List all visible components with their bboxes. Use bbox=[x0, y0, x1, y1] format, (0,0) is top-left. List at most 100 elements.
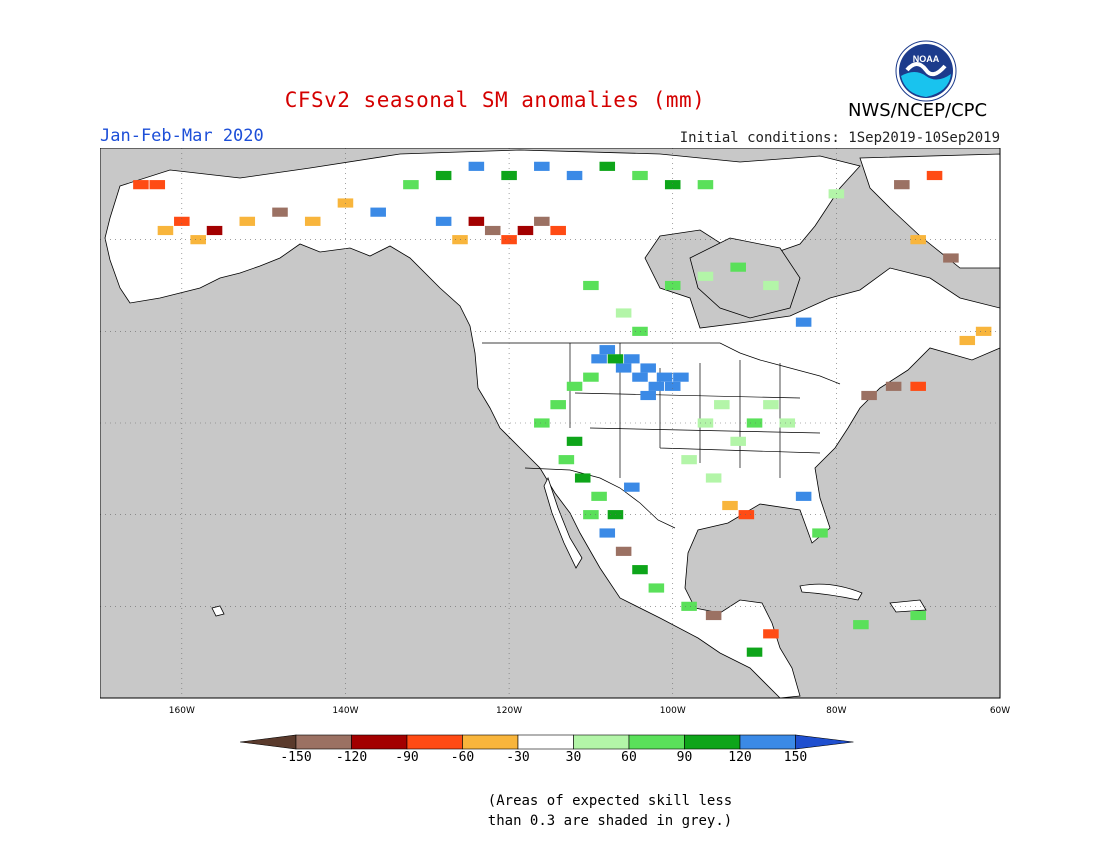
longitude-label: 120W bbox=[496, 706, 522, 713]
anomaly-cell bbox=[673, 372, 689, 382]
anomaly-cell bbox=[566, 381, 583, 391]
longitude-label: 140W bbox=[332, 706, 358, 713]
anomaly-cell bbox=[894, 180, 910, 190]
legend-swatch bbox=[684, 734, 741, 750]
anomaly-cell bbox=[746, 418, 763, 428]
hudson-bay bbox=[689, 237, 801, 319]
map-title: CFSv2 seasonal SM anomalies (mm) bbox=[284, 88, 706, 112]
anomaly-cell bbox=[133, 180, 149, 190]
anomaly-cell bbox=[640, 363, 656, 373]
anomaly-cell bbox=[574, 473, 591, 483]
legend-tick-label: 30 bbox=[565, 750, 582, 765]
anomaly-cell bbox=[730, 262, 746, 272]
anomaly-cell bbox=[763, 629, 779, 639]
anomaly-cell bbox=[591, 354, 607, 364]
anomaly-cell bbox=[583, 372, 599, 382]
anomaly-cell bbox=[648, 381, 665, 391]
legend-swatch bbox=[739, 734, 796, 750]
anomaly-cell bbox=[624, 482, 640, 492]
anomaly-cell bbox=[861, 390, 877, 401]
legend-tick-label: -30 bbox=[506, 750, 530, 765]
anomaly-cell bbox=[174, 216, 190, 226]
legend-swatch bbox=[295, 734, 352, 750]
anomaly-cell bbox=[272, 207, 288, 217]
anomaly-cell bbox=[910, 235, 926, 245]
anomaly-cell bbox=[738, 510, 755, 520]
anomaly-cell bbox=[705, 473, 722, 483]
legend-swatch bbox=[406, 734, 463, 750]
skill-note: (Areas of expected skill less than 0.3 a… bbox=[420, 791, 800, 831]
anomaly-cell bbox=[714, 400, 730, 410]
anomaly-cell bbox=[795, 491, 812, 501]
anomaly-cell bbox=[149, 180, 166, 190]
anomaly-cell bbox=[632, 565, 648, 575]
anomaly-cell bbox=[656, 372, 673, 382]
anomaly-cell bbox=[640, 390, 656, 401]
map-frame bbox=[100, 148, 1001, 699]
anomaly-cell bbox=[190, 235, 206, 245]
anomaly-cell bbox=[795, 317, 812, 327]
color-legend bbox=[240, 734, 854, 750]
legend-tick-label: 60 bbox=[621, 750, 637, 765]
skill-note-line-2: than 0.3 are shaded in grey.) bbox=[487, 813, 733, 829]
legend-swatch bbox=[628, 734, 685, 750]
forecast-period: Jan-Feb-Mar 2020 bbox=[100, 126, 264, 146]
anomaly-cell bbox=[599, 345, 616, 355]
anomaly-cell bbox=[975, 326, 992, 336]
anomaly-cell bbox=[403, 180, 419, 190]
anomaly-cell bbox=[632, 372, 648, 382]
anomaly-cell bbox=[550, 225, 566, 236]
anomaly-cell bbox=[632, 170, 648, 181]
anomaly-cell bbox=[885, 381, 902, 391]
longitude-label: 160W bbox=[169, 706, 195, 713]
longitude-label: 60W bbox=[990, 706, 1010, 713]
legend-tick-label: 120 bbox=[728, 750, 752, 765]
anomaly-cell bbox=[304, 216, 321, 226]
anomaly-cell bbox=[534, 161, 550, 171]
anomaly-cell bbox=[157, 225, 174, 236]
anomaly-cell bbox=[763, 400, 779, 410]
anomaly-cell bbox=[664, 280, 681, 291]
legend-swatch bbox=[517, 734, 574, 750]
anomaly-cell bbox=[910, 610, 926, 621]
legend-tick-label: 90 bbox=[676, 750, 693, 765]
anomaly-cell bbox=[484, 225, 501, 236]
anomaly-cell bbox=[435, 170, 452, 181]
baja-peninsula bbox=[543, 476, 583, 569]
anomaly-cell bbox=[959, 335, 976, 346]
hawaii-island bbox=[211, 605, 225, 617]
anomaly-cell bbox=[624, 354, 640, 364]
anomaly-cell bbox=[615, 363, 632, 373]
anomaly-cell bbox=[591, 491, 607, 501]
anomaly-cell bbox=[607, 354, 624, 364]
legend-tick-label: -120 bbox=[335, 750, 368, 765]
noaa-logo-text: NOAA bbox=[913, 54, 940, 64]
anomaly-cell bbox=[534, 418, 550, 428]
anomaly-cell bbox=[615, 546, 632, 556]
skill-note-line-1: (Areas of expected skill less bbox=[487, 793, 733, 809]
anomaly-cell bbox=[943, 253, 959, 263]
anomaly-cell bbox=[566, 170, 583, 181]
initial-conditions: Initial conditions: 1Sep2019-10Sep2019 bbox=[679, 130, 1000, 146]
anomaly-cell bbox=[566, 436, 583, 446]
anomaly-cell bbox=[370, 207, 386, 217]
legend-tick-label: -90 bbox=[395, 750, 419, 765]
anomaly-cell bbox=[550, 400, 566, 410]
legend-swatch bbox=[351, 734, 408, 750]
anomaly-cell bbox=[722, 500, 738, 511]
anomaly-cell bbox=[681, 601, 697, 611]
anomaly-cell bbox=[664, 180, 681, 190]
longitude-labels: 160W 140W 120W 100W 80W 60W bbox=[169, 706, 1010, 713]
anomaly-cell bbox=[501, 235, 517, 245]
anomaly-cell bbox=[599, 161, 616, 171]
land-masses bbox=[104, 149, 1001, 699]
legend-arrow-low bbox=[240, 734, 297, 750]
anomaly-cell bbox=[558, 455, 575, 465]
anomaly-cell bbox=[697, 180, 714, 190]
anomaly-cell bbox=[615, 308, 632, 318]
anomaly-cell bbox=[435, 216, 452, 226]
anomaly-cell bbox=[910, 381, 926, 391]
anomaly-cell bbox=[730, 436, 746, 446]
us-canada-border bbox=[482, 342, 841, 385]
anomaly-cell bbox=[468, 161, 485, 171]
